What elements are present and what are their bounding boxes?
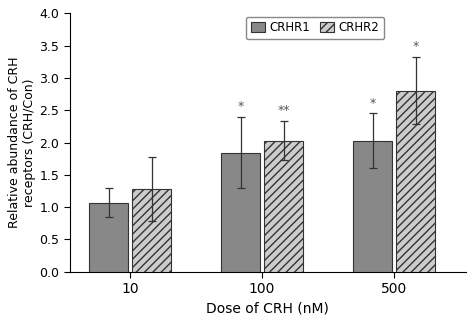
- Text: *: *: [370, 97, 376, 110]
- X-axis label: Dose of CRH (nM): Dose of CRH (nM): [206, 302, 329, 316]
- Bar: [264, 141, 303, 272]
- Bar: [89, 202, 128, 272]
- Legend: CRHR1, CRHR2: CRHR1, CRHR2: [246, 17, 384, 39]
- Bar: [354, 141, 392, 272]
- Bar: [396, 91, 435, 272]
- Bar: [132, 189, 171, 272]
- Text: *: *: [412, 40, 419, 53]
- Y-axis label: Relative abundance of CRH
receptors (CRH/Con): Relative abundance of CRH receptors (CRH…: [9, 57, 36, 228]
- Bar: [221, 153, 260, 272]
- Text: *: *: [237, 100, 244, 113]
- Text: **: **: [277, 104, 290, 117]
